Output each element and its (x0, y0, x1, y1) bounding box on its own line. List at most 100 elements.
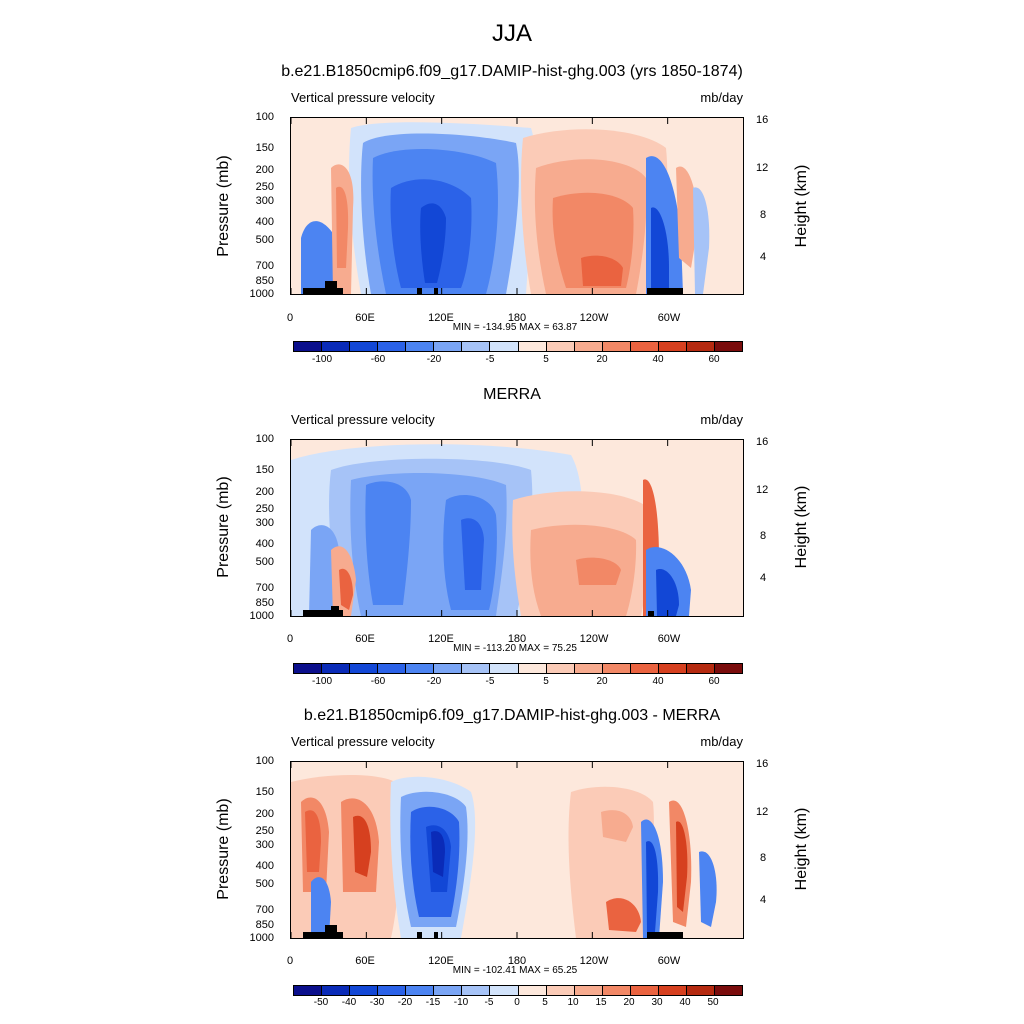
height-tick-label: 8 (760, 530, 767, 542)
y-tick-label: 1000 (249, 288, 274, 300)
colorbar-swatch (602, 342, 631, 351)
colorbar-label: 20 (623, 997, 635, 1008)
y-tick-label: 400 (255, 216, 274, 228)
colorbar-label: 50 (707, 997, 719, 1008)
colorbar-label: -10 (453, 997, 469, 1008)
page-title: JJA (491, 20, 532, 47)
colorbar-label: -5 (484, 997, 494, 1008)
y-tick-label: 150 (255, 142, 274, 154)
x-tick-label: 0 (286, 633, 294, 645)
y-tick-label: 200 (255, 808, 274, 820)
y-tick-label: 850 (255, 919, 274, 931)
variable-label: Vertical pressure velocity (291, 412, 435, 427)
colorbar-label: 10 (567, 997, 579, 1008)
colorbar-swatch (714, 986, 742, 995)
y-tick-label: 500 (255, 556, 274, 568)
colorbar-label: 0 (514, 997, 520, 1008)
y-axis-title-left: Pressure (mb) (215, 476, 232, 578)
colorbar-swatch (462, 664, 491, 673)
colorbar-swatch (378, 986, 407, 995)
height-tick-label: 12 (756, 162, 769, 174)
colorbar-swatch (574, 664, 603, 673)
min-max-stats: MIN = -113.20 MAX = 75.25 (453, 643, 577, 654)
colorbar-swatch (686, 664, 715, 673)
colorbar-swatch (434, 342, 463, 351)
colorbar-swatch (546, 342, 575, 351)
x-tick-label: 60W (657, 312, 681, 324)
colorbar-swatch (490, 342, 519, 351)
y-axis-title-left: Pressure (mb) (215, 155, 232, 257)
colorbar-swatch (294, 342, 323, 351)
x-tick-label: 180 (507, 955, 527, 967)
colorbar (293, 985, 743, 996)
colorbar-swatch (406, 664, 435, 673)
colorbar-swatch (434, 986, 463, 995)
colorbar-swatch (658, 986, 687, 995)
colorbar-swatch (714, 664, 742, 673)
colorbar-swatch (602, 664, 631, 673)
x-tick-label: 0 (286, 955, 294, 967)
y-tick-label: 150 (255, 786, 274, 798)
height-tick-label: 16 (756, 114, 769, 126)
contour-field (291, 762, 743, 938)
x-tick-label: 120W (579, 955, 609, 967)
colorbar-swatch (630, 986, 659, 995)
colorbar-label: -20 (426, 676, 442, 687)
colorbar-swatch (630, 664, 659, 673)
height-tick-label: 8 (760, 209, 767, 221)
colorbar-swatch (490, 986, 519, 995)
colorbar-swatch (658, 664, 687, 673)
y-tick-label: 500 (255, 234, 274, 246)
colorbar-swatch (350, 986, 379, 995)
colorbar-swatch (378, 342, 407, 351)
y-tick-label: 700 (255, 260, 274, 272)
units-label: mb/day (700, 90, 743, 105)
y-axis-title-right: Height (km) (793, 164, 810, 248)
colorbar-label: 5 (543, 354, 549, 365)
contour-plot (290, 117, 744, 295)
colorbar-swatch (322, 342, 351, 351)
colorbar-label: -40 (341, 997, 357, 1008)
height-tick-label: 4 (760, 572, 767, 584)
units-label: mb/day (700, 412, 743, 427)
colorbar-label: -100 (311, 354, 332, 365)
y-tick-label: 300 (255, 839, 274, 851)
colorbar-swatch (406, 342, 435, 351)
min-max-stats: MIN = -134.95 MAX = 63.87 (452, 322, 578, 333)
panel-title: b.e21.B1850cmip6.f09_g17.DAMIP-hist-ghg.… (281, 63, 743, 80)
x-tick-label: 120E (428, 312, 454, 324)
colorbar-swatch (378, 664, 407, 673)
min-max-stats: MIN = -102.41 MAX = 65.25 (452, 965, 578, 976)
y-axis-title-right: Height (km) (793, 485, 810, 569)
colorbar-label: -60 (370, 676, 386, 687)
contour-plot (290, 439, 744, 617)
panel-title: b.e21.B1850cmip6.f09_g17.DAMIP-hist-ghg.… (303, 707, 721, 724)
y-tick-label: 500 (255, 878, 274, 890)
colorbar-swatch (602, 986, 631, 995)
colorbar-swatch (574, 342, 603, 351)
height-tick-label: 16 (756, 758, 769, 770)
panel-title: MERRA (483, 386, 541, 403)
colorbar-swatch (462, 986, 491, 995)
y-tick-label: 100 (255, 755, 274, 767)
x-tick-label: 120W (579, 633, 609, 645)
variable-label: Vertical pressure velocity (291, 734, 435, 749)
colorbar-label: 30 (651, 997, 663, 1008)
colorbar-swatch (322, 664, 351, 673)
colorbar-label: 15 (595, 997, 607, 1008)
y-tick-label: 1000 (249, 610, 274, 622)
colorbar-swatch (518, 342, 547, 351)
height-tick-label: 12 (756, 484, 769, 496)
colorbar-swatch (406, 986, 435, 995)
y-tick-label: 250 (255, 825, 274, 837)
x-tick-label: 0 (286, 312, 294, 324)
colorbar-swatch (518, 664, 547, 673)
y-tick-label: 850 (255, 597, 274, 609)
x-tick-label: 180 (507, 312, 527, 324)
colorbar-label: -50 (313, 997, 329, 1008)
y-tick-label: 300 (255, 517, 274, 529)
colorbar-label: 5 (542, 997, 548, 1008)
colorbar-label: 40 (652, 676, 664, 687)
colorbar-label: -60 (370, 354, 386, 365)
colorbar-swatch (490, 664, 519, 673)
